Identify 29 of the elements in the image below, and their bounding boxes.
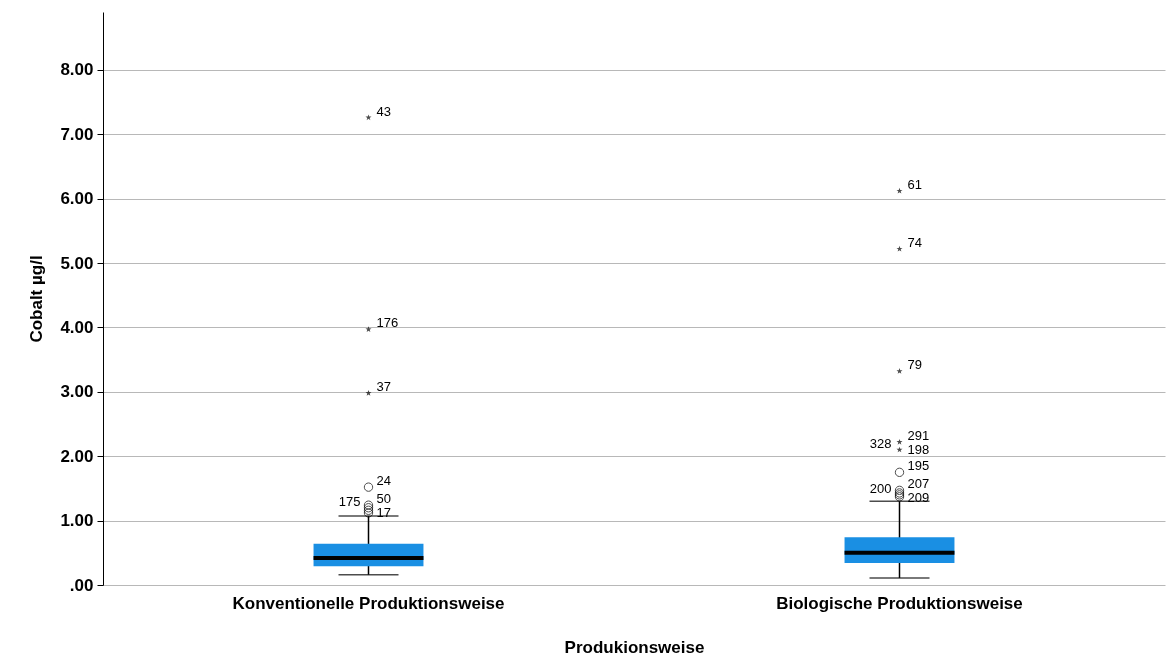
annotation: 291	[907, 428, 930, 444]
annotation: 195	[907, 458, 930, 474]
x-tick-label: Konventionelle Produktionsweise	[232, 593, 505, 613]
annotation: 37	[376, 379, 391, 395]
annotation: 43	[376, 103, 391, 119]
y-tick-label: 1.00	[60, 511, 94, 531]
annotation: 207	[907, 476, 930, 492]
y-tick-label: 2.00	[60, 446, 94, 466]
y-tick-label: 4.00	[60, 317, 94, 337]
annotation: 79	[907, 357, 922, 373]
y-tick-label: .00	[69, 575, 94, 595]
x-axis-title: Produkionsweise	[564, 637, 705, 657]
y-tick-label: 8.00	[60, 60, 94, 80]
annotation: 74	[907, 234, 922, 250]
annotation: 61	[907, 176, 922, 192]
annotation: 328	[869, 435, 892, 451]
y-tick-label: 7.00	[60, 124, 94, 144]
y-tick-label: 3.00	[60, 382, 94, 402]
annotation: 200	[869, 480, 892, 496]
y-tick-label: 5.00	[60, 253, 94, 273]
annotation: 176	[376, 315, 399, 331]
annotation: 24	[376, 473, 391, 489]
annotation: 198	[907, 442, 930, 458]
annotation: 50	[376, 491, 391, 507]
annotation: 17	[376, 505, 391, 521]
y-tick-label: 6.00	[60, 189, 94, 209]
annotation: 175	[338, 493, 361, 509]
x-tick-label: Biologische Produktionsweise	[776, 593, 1023, 613]
y-axis-title: Cobalt µg/l	[27, 255, 47, 343]
